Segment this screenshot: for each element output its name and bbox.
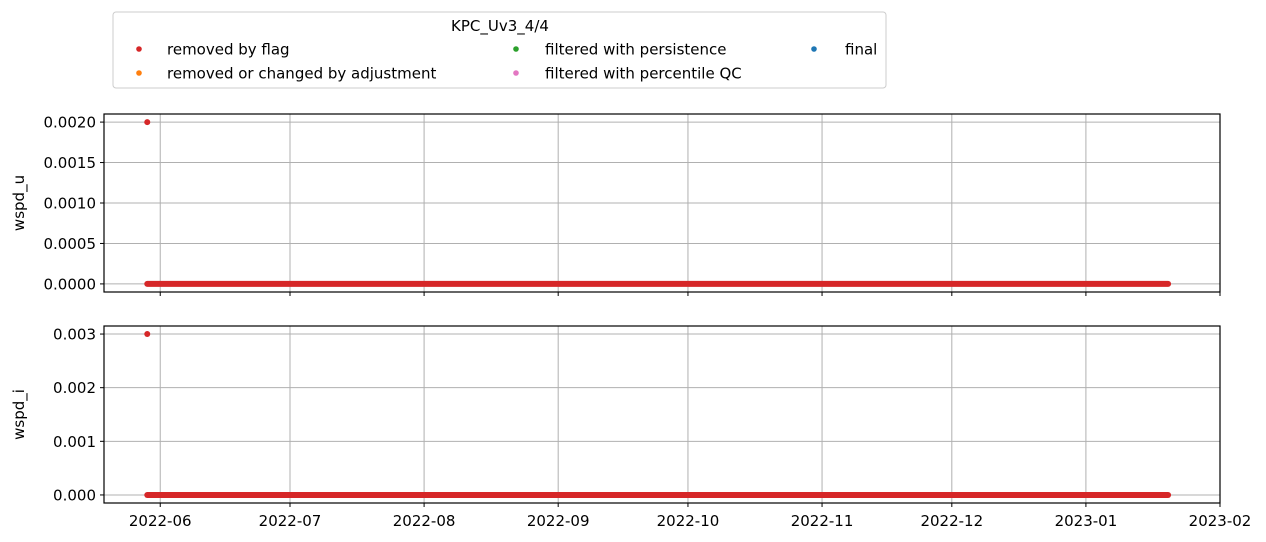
legend-marker-removed-by-flag	[136, 46, 142, 52]
y-tick-label: 0.000	[53, 486, 96, 504]
y-tick-label: 0.003	[53, 326, 96, 344]
y-tick-label: 0.0015	[44, 154, 97, 172]
axes-frame	[103, 325, 1221, 504]
y-tick-label: 0.0010	[44, 195, 97, 213]
legend-label-filtered-with-persistence: filtered with persistence	[545, 41, 726, 59]
legend-marker-final	[811, 46, 817, 52]
x-tick-label: 2022-06	[129, 512, 192, 530]
x-tick-label: 2022-09	[527, 512, 590, 530]
x-tick-label: 2022-12	[920, 512, 983, 530]
y-tick-label: 0.001	[53, 433, 96, 451]
legend-label-removed-or-changed-by-adjustment: removed or changed by adjustment	[167, 65, 436, 83]
y-tick-label: 0.0005	[44, 235, 97, 253]
legend: KPC_Uv3_4/4 removed by flag filtered wit…	[112, 11, 887, 89]
axes-frame	[103, 113, 1221, 293]
legend-label-final: final	[845, 41, 877, 59]
legend-marker-filtered-with-percentile-qc	[513, 70, 519, 76]
x-tick-label: 2022-07	[259, 512, 322, 530]
legend-label-filtered-with-percentile-qc: filtered with percentile QC	[545, 65, 742, 83]
x-tick-label: 2022-10	[657, 512, 720, 530]
x-tick-label: 2022-08	[393, 512, 456, 530]
x-tick-label: 2023-02	[1189, 512, 1252, 530]
x-tick-label: 2023-01	[1055, 512, 1118, 530]
y-axis-label: wspd_u	[10, 175, 29, 231]
data-point	[144, 331, 151, 338]
wspd-u-panel: 0.0000 0.0005 0.0010 0.0015 0.0020 wspd_u	[10, 113, 1221, 296]
legend-frame	[112, 11, 887, 89]
legend-marker-filtered-with-persistence	[513, 46, 519, 52]
x-tick-label: 2022-11	[791, 512, 854, 530]
legend-label-removed-by-flag: removed by flag	[167, 41, 290, 59]
legend-marker-removed-or-changed-by-adjustment	[136, 70, 142, 76]
y-axis-label: wspd_i	[10, 389, 29, 440]
data-point	[144, 119, 151, 126]
y-tick-label: 0.002	[53, 379, 96, 397]
y-tick-label: 0.0020	[44, 114, 97, 132]
y-tick-label: 0.0000	[44, 275, 97, 293]
wspd-i-panel: 2022-06 2022-07 2022-08 2022-09 2022-10 2022-…	[10, 325, 1252, 530]
legend-title: KPC_Uv3_4/4	[451, 17, 549, 36]
